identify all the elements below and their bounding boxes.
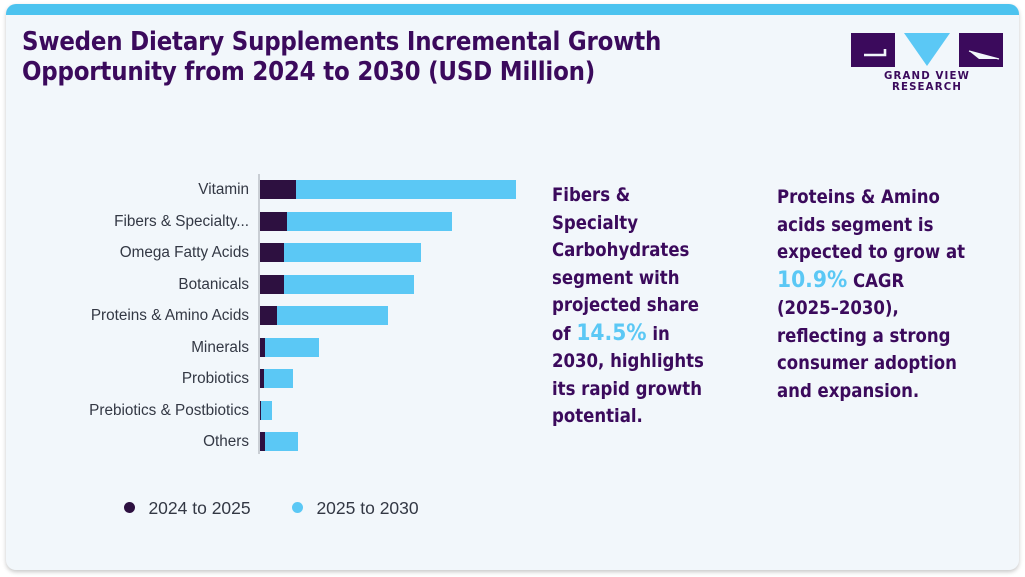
bar-category-label: Vitamin: [198, 181, 249, 198]
bar-row[interactable]: Proteins & Amino Acids: [44, 300, 524, 332]
bar-segment-2025-2030: [284, 243, 421, 262]
insight-left-line-3: Carbohydrates: [552, 240, 690, 261]
bar-segment-2024-2025: [260, 180, 296, 199]
bar-category-label: Omega Fatty Acids: [119, 244, 249, 261]
page-title: Sweden Dietary Supplements Incremental G…: [22, 27, 782, 87]
bar-row[interactable]: Fibers & Specialty...: [44, 206, 524, 238]
bar-segment-2024-2025: [260, 274, 284, 294]
legend-item-2024-2025[interactable]: 2024 to 2025: [124, 495, 251, 521]
bar-row[interactable]: Probiotics: [44, 363, 524, 395]
header: Sweden Dietary Supplements Incremental G…: [6, 15, 1019, 95]
insight-right-line-3: expected to grow at: [777, 242, 966, 263]
insight-left-line-4: segment with: [552, 267, 680, 289]
bar-row[interactable]: Prebiotics & Postbiotics: [44, 395, 524, 427]
insight-right-line-7: consumer adoption: [777, 353, 957, 374]
insight-right-line-8: and expansion.: [777, 380, 920, 402]
incremental-growth-bar-chart: Vitamin Fibers & Specialty... Omega Fatt…: [6, 164, 546, 464]
insight-left-line-6: of 14.5% in: [552, 320, 730, 349]
bar-category-label: Minerals: [191, 338, 249, 356]
bar-row[interactable]: Botanicals: [44, 269, 524, 301]
bar-category-label: Prebiotics & Postbiotics: [89, 401, 249, 419]
page-title-line-1: Sweden Dietary Supplements Incremental G…: [22, 27, 662, 57]
bar-category-label: Botanicals: [178, 275, 249, 293]
bar-segment-2024-2025: [260, 337, 265, 357]
bar-row[interactable]: Omega Fatty Acids: [44, 237, 524, 269]
page-title-line-2: Opportunity from 2024 to 2030 (USD Milli…: [22, 57, 596, 87]
bar-category-label: Fibers & Specialty...: [114, 212, 249, 230]
bar-category-label: Proteins & Amino Acids: [90, 307, 249, 324]
insight-left-share-value: 14.5%: [576, 319, 647, 346]
bar-segment-2025-2030: [284, 274, 414, 294]
chart-plot-area: Vitamin Fibers & Specialty... Omega Fatt…: [44, 174, 524, 454]
legend-swatch-icon: [292, 501, 303, 513]
bar-segment-2024-2025: [260, 243, 284, 262]
bar-segment-2025-2030: [296, 180, 516, 199]
bar-segment-2025-2030: [265, 432, 298, 451]
bar-segment-2024-2025: [260, 400, 261, 420]
insight-left-line-8: its rapid growth: [552, 378, 702, 400]
bar-segment-2025-2030: [277, 306, 388, 325]
bar-row[interactable]: Vitamin: [44, 174, 524, 206]
y-axis-line: [258, 174, 260, 454]
insight-fibers-specialty-carbohydrates: Fibers & Specialty Carbohydrates segment…: [552, 182, 730, 431]
bar-segment-2025-2030: [261, 400, 272, 420]
bar-row[interactable]: Others: [44, 426, 524, 458]
insight-right-line-6: reflecting a strong: [777, 325, 951, 347]
insight-proteins-amino-acids: Proteins & Amino acids segment is expect…: [777, 184, 987, 405]
insight-right-line-5: (2025–2030),: [777, 298, 899, 319]
bar-segment-2024-2025: [260, 306, 277, 325]
legend-label: 2024 to 2025: [148, 498, 251, 518]
insight-right-line-1: Proteins & Amino: [777, 187, 940, 208]
bar-segment-2025-2030: [264, 369, 293, 388]
insight-left-line-7: 2030, highlights: [552, 351, 704, 372]
insight-right-line-4: 10.9% CAGR: [777, 267, 987, 296]
insight-right-cagr-value: 10.9%: [777, 266, 848, 293]
insight-left-line-5: projected share: [552, 295, 699, 316]
legend-label: 2025 to 2030: [316, 498, 419, 518]
insight-left-line-9: potential.: [552, 406, 643, 427]
infographic-card: Sweden Dietary Supplements Incremental G…: [6, 4, 1019, 570]
bar-category-label: Others: [203, 433, 249, 450]
insight-left-line-1: Fibers &: [552, 185, 631, 206]
insight-left-line-6-post: in: [646, 323, 670, 345]
bar-segment-2025-2030: [265, 337, 319, 357]
insight-left-line-2: Specialty: [552, 212, 638, 234]
legend-swatch-icon: [124, 501, 135, 513]
bar-segment-2024-2025: [260, 369, 264, 388]
gvr-wordmark: GRAND VIEW RESEARCH: [884, 71, 970, 93]
bar-row[interactable]: Minerals: [44, 332, 524, 364]
grand-view-research-logo: GRAND VIEW RESEARCH: [851, 33, 1003, 93]
bar-segment-2025-2030: [287, 211, 452, 231]
bar-segment-2024-2025: [260, 211, 287, 231]
bar-segment-2024-2025: [260, 432, 265, 451]
insight-left-line-6-pre: of: [552, 323, 577, 345]
insight-right-line-2: acids segment is: [777, 214, 934, 236]
bar-category-label: Probiotics: [181, 370, 249, 387]
gvr-logo-mark-icon: [851, 33, 1003, 67]
top-accent-bar: [6, 4, 1019, 15]
legend-item-2025-2030[interactable]: 2025 to 2030: [292, 495, 419, 521]
insight-right-line-4-post: CAGR: [847, 270, 905, 292]
